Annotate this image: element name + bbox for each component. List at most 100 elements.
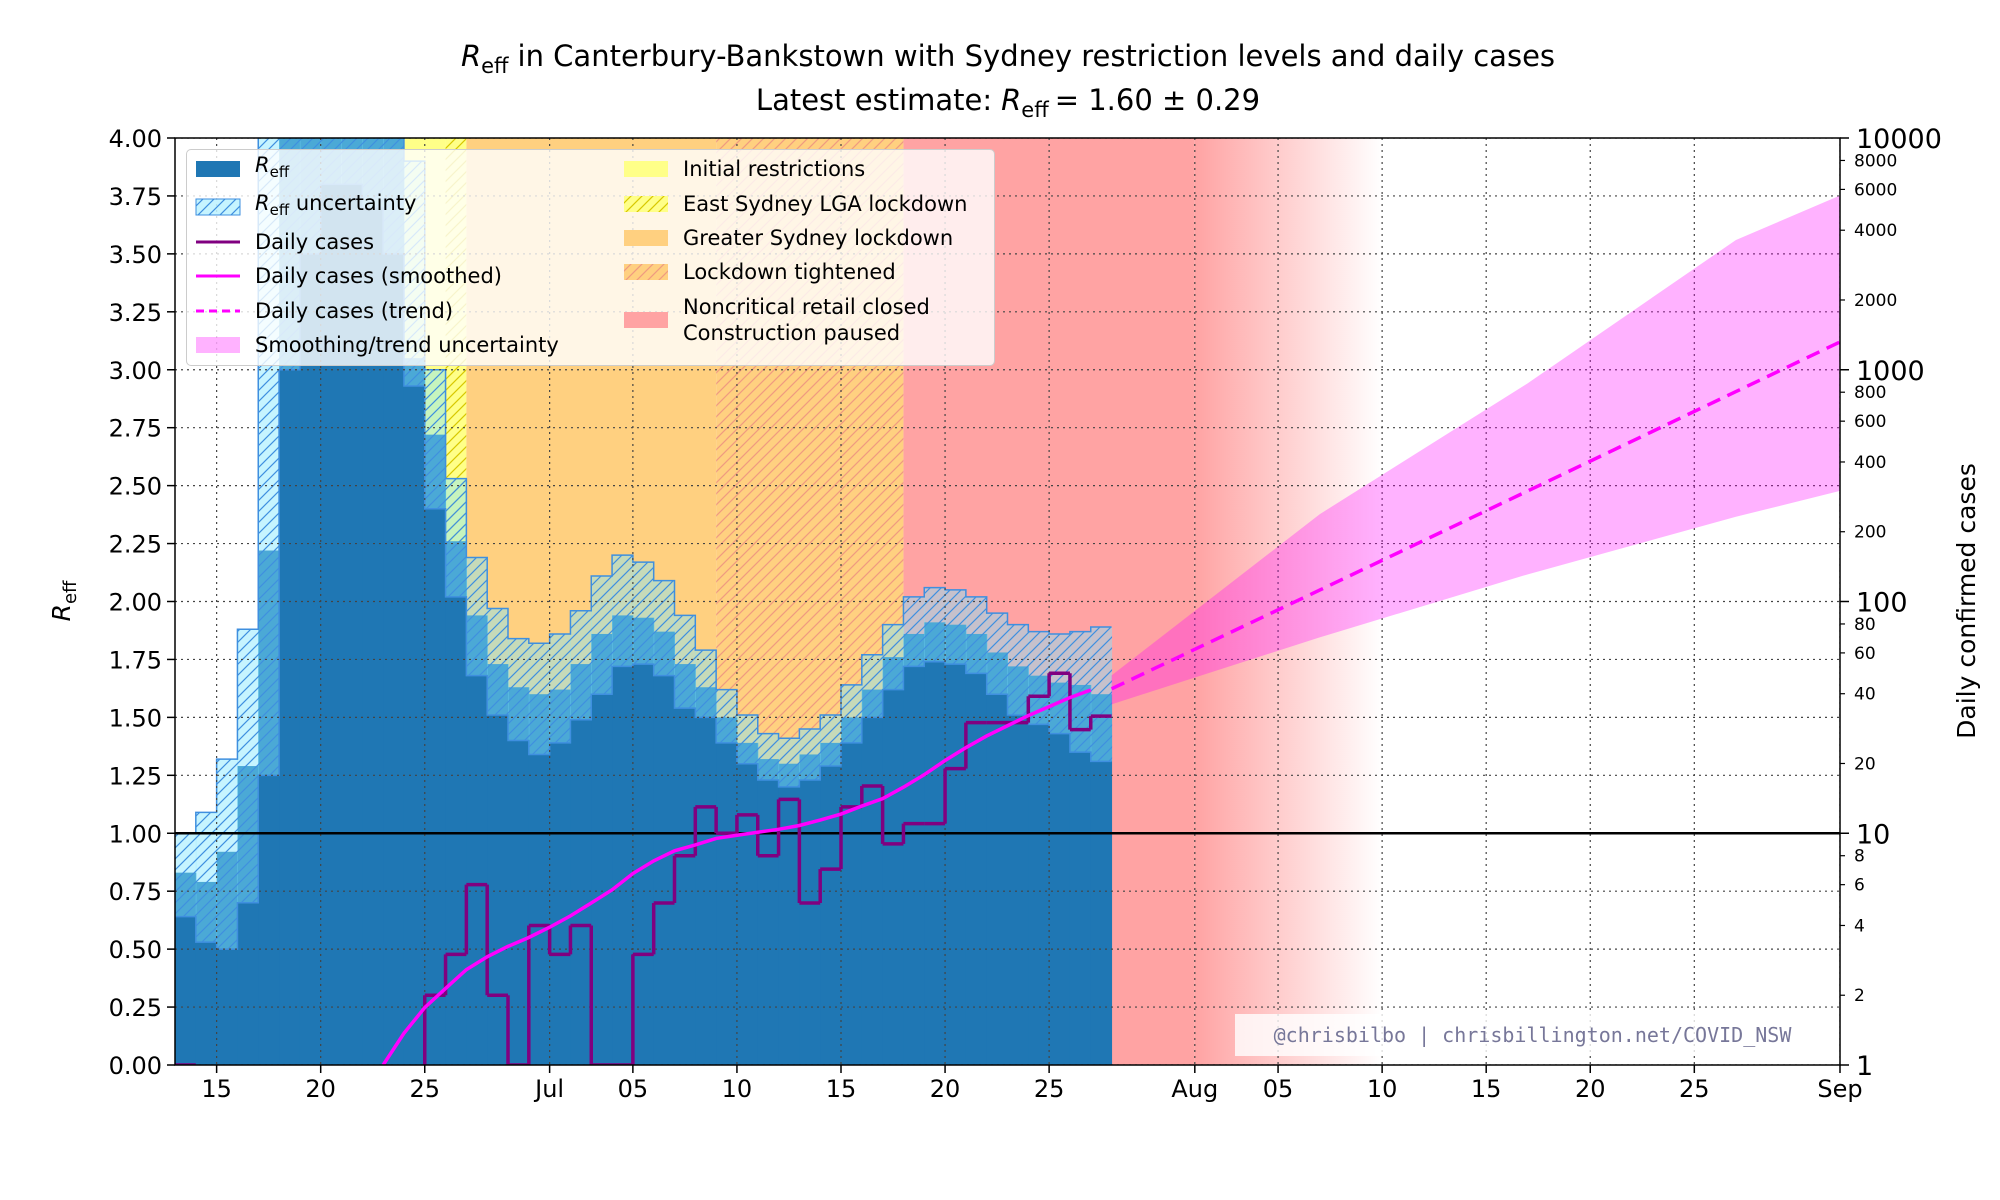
legend-swatch (196, 161, 240, 177)
y-tick-label: 3.75 (109, 183, 162, 211)
reff-uncertainty (799, 728, 821, 780)
legend-suffix: uncertainty (289, 191, 417, 216)
reff-uncertainty (237, 629, 259, 903)
reff-uncertainty (487, 608, 509, 716)
legend-label: Noncritical retail closed Construction p… (683, 295, 930, 345)
chart-subtitle: Latest estimate: Reff = 1.60 ± 0.29 (756, 83, 1260, 122)
legend-subscript: eff (269, 163, 290, 182)
reff-bar (882, 657, 904, 1065)
ylabel-subscript: eff (60, 580, 81, 604)
x-tick-label: 10 (722, 1075, 753, 1103)
legend-label: Daily cases (smoothed) (255, 263, 502, 289)
x-tick-label: 25 (1034, 1075, 1065, 1103)
y2-tick-label: 1000 (1856, 356, 1925, 387)
reff-uncertainty (736, 715, 759, 764)
ylabel-symbol: R (47, 604, 76, 621)
legend-handle (195, 198, 241, 216)
y-axis-label: Reff (47, 580, 81, 621)
legend-text: Daily cases (255, 230, 375, 254)
reff-uncertainty (570, 610, 592, 720)
y2-axis-label: Daily confirmed cases (1952, 463, 1981, 739)
y-tick-label: 1.50 (109, 704, 162, 732)
legend-handle (196, 337, 240, 353)
legend-item: Daily cases (trend) (195, 298, 453, 324)
legend-handle (624, 161, 668, 177)
legend-label: Reff uncertainty (255, 190, 416, 223)
reff-uncertainty (1007, 624, 1029, 716)
reff-bar (175, 872, 197, 1065)
y2-tick-label: 10 (1856, 819, 1890, 850)
trend-line (1110, 340, 1840, 691)
legend-symbol: R (255, 153, 270, 178)
x-tick-label: Jul (533, 1075, 564, 1103)
x-tick-label: 15 (826, 1075, 857, 1103)
legend-item: Reff uncertainty (195, 191, 416, 220)
reff-bar (716, 717, 738, 1065)
y2-minor-tick-label: 2 (1854, 986, 1865, 1006)
legend-handle (196, 161, 240, 177)
y2-minor-tick-label: 600 (1854, 412, 1886, 432)
legend-item: Daily cases (195, 229, 374, 255)
reff-bar (612, 615, 634, 1065)
reff-bar (924, 622, 946, 1065)
x-tick-label: 20 (1575, 1075, 1606, 1103)
y-tick-label: 0.75 (109, 878, 162, 906)
x-tick-label: 20 (305, 1075, 336, 1103)
reff-uncertainty (820, 715, 842, 767)
legend-item: Initial restrictions (623, 143, 865, 195)
reff-uncertainty (216, 759, 238, 950)
reff-uncertainty (1049, 633, 1071, 734)
reff-bar (549, 689, 571, 1065)
y-tick-label: 0.00 (109, 1052, 162, 1080)
reff-bar (508, 687, 530, 1065)
x-tick-label: Aug (1171, 1075, 1218, 1103)
reff-uncertainty (861, 654, 884, 718)
reff-uncertainty (653, 580, 675, 676)
reff-uncertainty (632, 562, 655, 665)
y2-minor-tick-label: 8 (1854, 847, 1865, 867)
reff-bar (986, 652, 1008, 1065)
subtitle-symbol: R (1001, 83, 1021, 117)
legend-label: East Sydney LGA lockdown (683, 192, 968, 216)
legend-swatch (196, 337, 240, 353)
reff-bar (424, 434, 447, 1065)
y2-minor-tick-label: 20 (1854, 754, 1876, 774)
reff-bar (861, 689, 884, 1065)
reff-uncertainty (986, 613, 1008, 695)
legend-text: Smoothing/trend uncertainty (255, 333, 559, 357)
reff-bar (1069, 684, 1092, 1065)
reff-bar (403, 358, 426, 1065)
subtitle-subscript: eff (1021, 98, 1049, 122)
legend-item: Noncritical retail closed Construction p… (623, 294, 930, 346)
reff-bar (653, 631, 675, 1065)
y2-minor-tick-label: 400 (1854, 453, 1886, 473)
reff-uncertainty (757, 733, 780, 780)
title-subscript: eff (481, 54, 509, 78)
y2-minor-tick-label: 4 (1854, 916, 1865, 936)
legend-swatch (624, 264, 668, 280)
chart-title: Reff in Canterbury-Bankstown with Sydney … (461, 39, 1555, 78)
reff-bar (1049, 682, 1071, 1065)
x-tick-label: 15 (201, 1075, 232, 1103)
y2-minor-tick-label: 6 (1854, 876, 1865, 896)
reff-uncertainty (591, 576, 613, 695)
reff-uncertainty (612, 555, 634, 667)
y2-tick-label: 100 (1856, 588, 1908, 619)
x-tick-label: 25 (409, 1075, 440, 1103)
y2-minor-tick-label: 800 (1854, 383, 1886, 403)
x-tick-label: 25 (1679, 1075, 1710, 1103)
trend-uncertainty (1111, 195, 1840, 705)
y2-minor-tick-label: 4000 (1854, 221, 1897, 241)
y-tick-label: 4.00 (109, 125, 162, 153)
y-tick-label: 3.50 (109, 241, 162, 269)
reff-uncertainty (924, 587, 946, 662)
reff-bar (570, 664, 592, 1065)
reff-bar (736, 742, 759, 1065)
reff-bar (841, 717, 863, 1065)
title-symbol: R (461, 39, 481, 73)
legend-text: Daily cases (smoothed) (255, 264, 502, 288)
watermark: @chrisbilbo | chrisbillington.net/COVID_… (1235, 1014, 1830, 1056)
y-tick-label: 2.50 (109, 473, 162, 501)
legend-swatch (624, 161, 668, 177)
reff-bar (1090, 694, 1113, 1065)
